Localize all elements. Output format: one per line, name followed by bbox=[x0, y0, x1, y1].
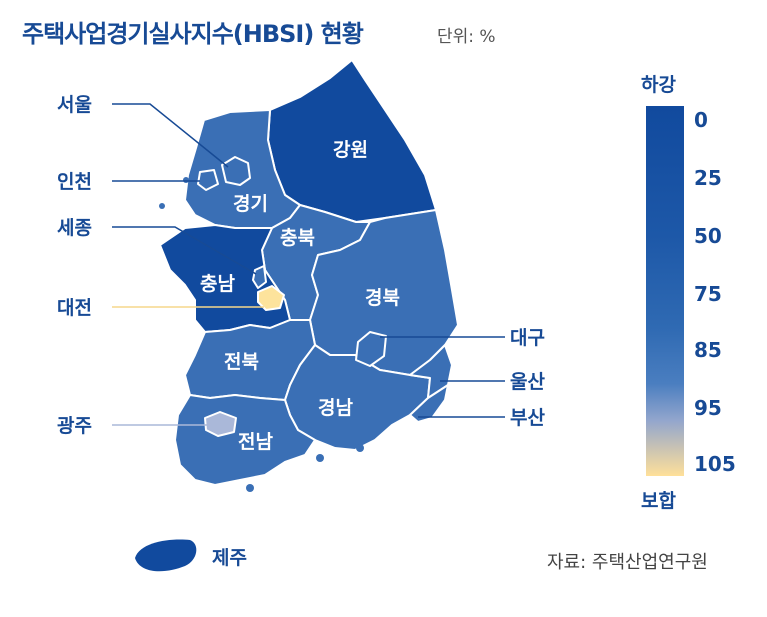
legend-tick: 50 bbox=[694, 224, 722, 248]
label-jeonnam: 전남 bbox=[238, 431, 273, 453]
source-note: 자료: 주택산업연구원 bbox=[547, 552, 708, 573]
region-jeju bbox=[135, 539, 197, 572]
region-chungnam bbox=[159, 224, 291, 333]
island-dot bbox=[316, 454, 324, 462]
label-jeonbuk: 전북 bbox=[224, 351, 259, 373]
label-gyeongnam: 경남 bbox=[318, 397, 353, 419]
region-seoul bbox=[221, 156, 251, 186]
legend-tick: 75 bbox=[694, 282, 722, 306]
label-gyeongbuk: 경북 bbox=[365, 287, 400, 309]
region-busan bbox=[409, 384, 449, 423]
region-daegu bbox=[355, 331, 387, 367]
region-gwangju bbox=[204, 411, 237, 437]
page-title: 주택사업경기실사지수(HBSI) 현황 bbox=[22, 20, 364, 48]
legend-tick: 0 bbox=[694, 108, 708, 132]
legend-top-label: 하강 bbox=[641, 74, 676, 96]
legend-tick: 85 bbox=[694, 338, 722, 362]
label-incheon: 인천 bbox=[57, 171, 92, 193]
label-gwangju: 광주 bbox=[57, 415, 92, 437]
label-chungbuk: 충북 bbox=[280, 227, 315, 249]
legend-tick: 25 bbox=[694, 166, 722, 190]
region-ulsan bbox=[409, 344, 453, 399]
unit-label: 단위: % bbox=[437, 27, 496, 47]
region-incheon bbox=[197, 169, 219, 191]
leader-sejong bbox=[112, 226, 257, 275]
label-sejong: 세종 bbox=[57, 217, 92, 239]
label-gangwon: 강원 bbox=[333, 139, 368, 161]
label-daegu: 대구 bbox=[510, 327, 545, 349]
region-daejeon bbox=[257, 285, 285, 311]
island-dot bbox=[246, 484, 254, 492]
label-ulsan: 울산 bbox=[510, 371, 545, 393]
label-jeju: 제주 bbox=[212, 547, 247, 569]
label-daejeon: 대전 bbox=[57, 297, 92, 319]
island-dot bbox=[356, 444, 364, 452]
label-seoul: 서울 bbox=[57, 94, 92, 116]
label-chungnam: 충남 bbox=[200, 273, 235, 295]
island-dot bbox=[159, 203, 165, 209]
region-sejong bbox=[252, 265, 267, 289]
legend-tick: 105 bbox=[694, 452, 736, 476]
legend-tick: 95 bbox=[694, 396, 722, 420]
legend-color-bar bbox=[646, 106, 684, 476]
island-dot bbox=[183, 177, 189, 183]
label-busan: 부산 bbox=[510, 407, 545, 429]
leader-seoul bbox=[112, 103, 229, 168]
label-gyeonggi: 경기 bbox=[233, 193, 268, 215]
legend-bottom-label: 보합 bbox=[641, 490, 676, 512]
